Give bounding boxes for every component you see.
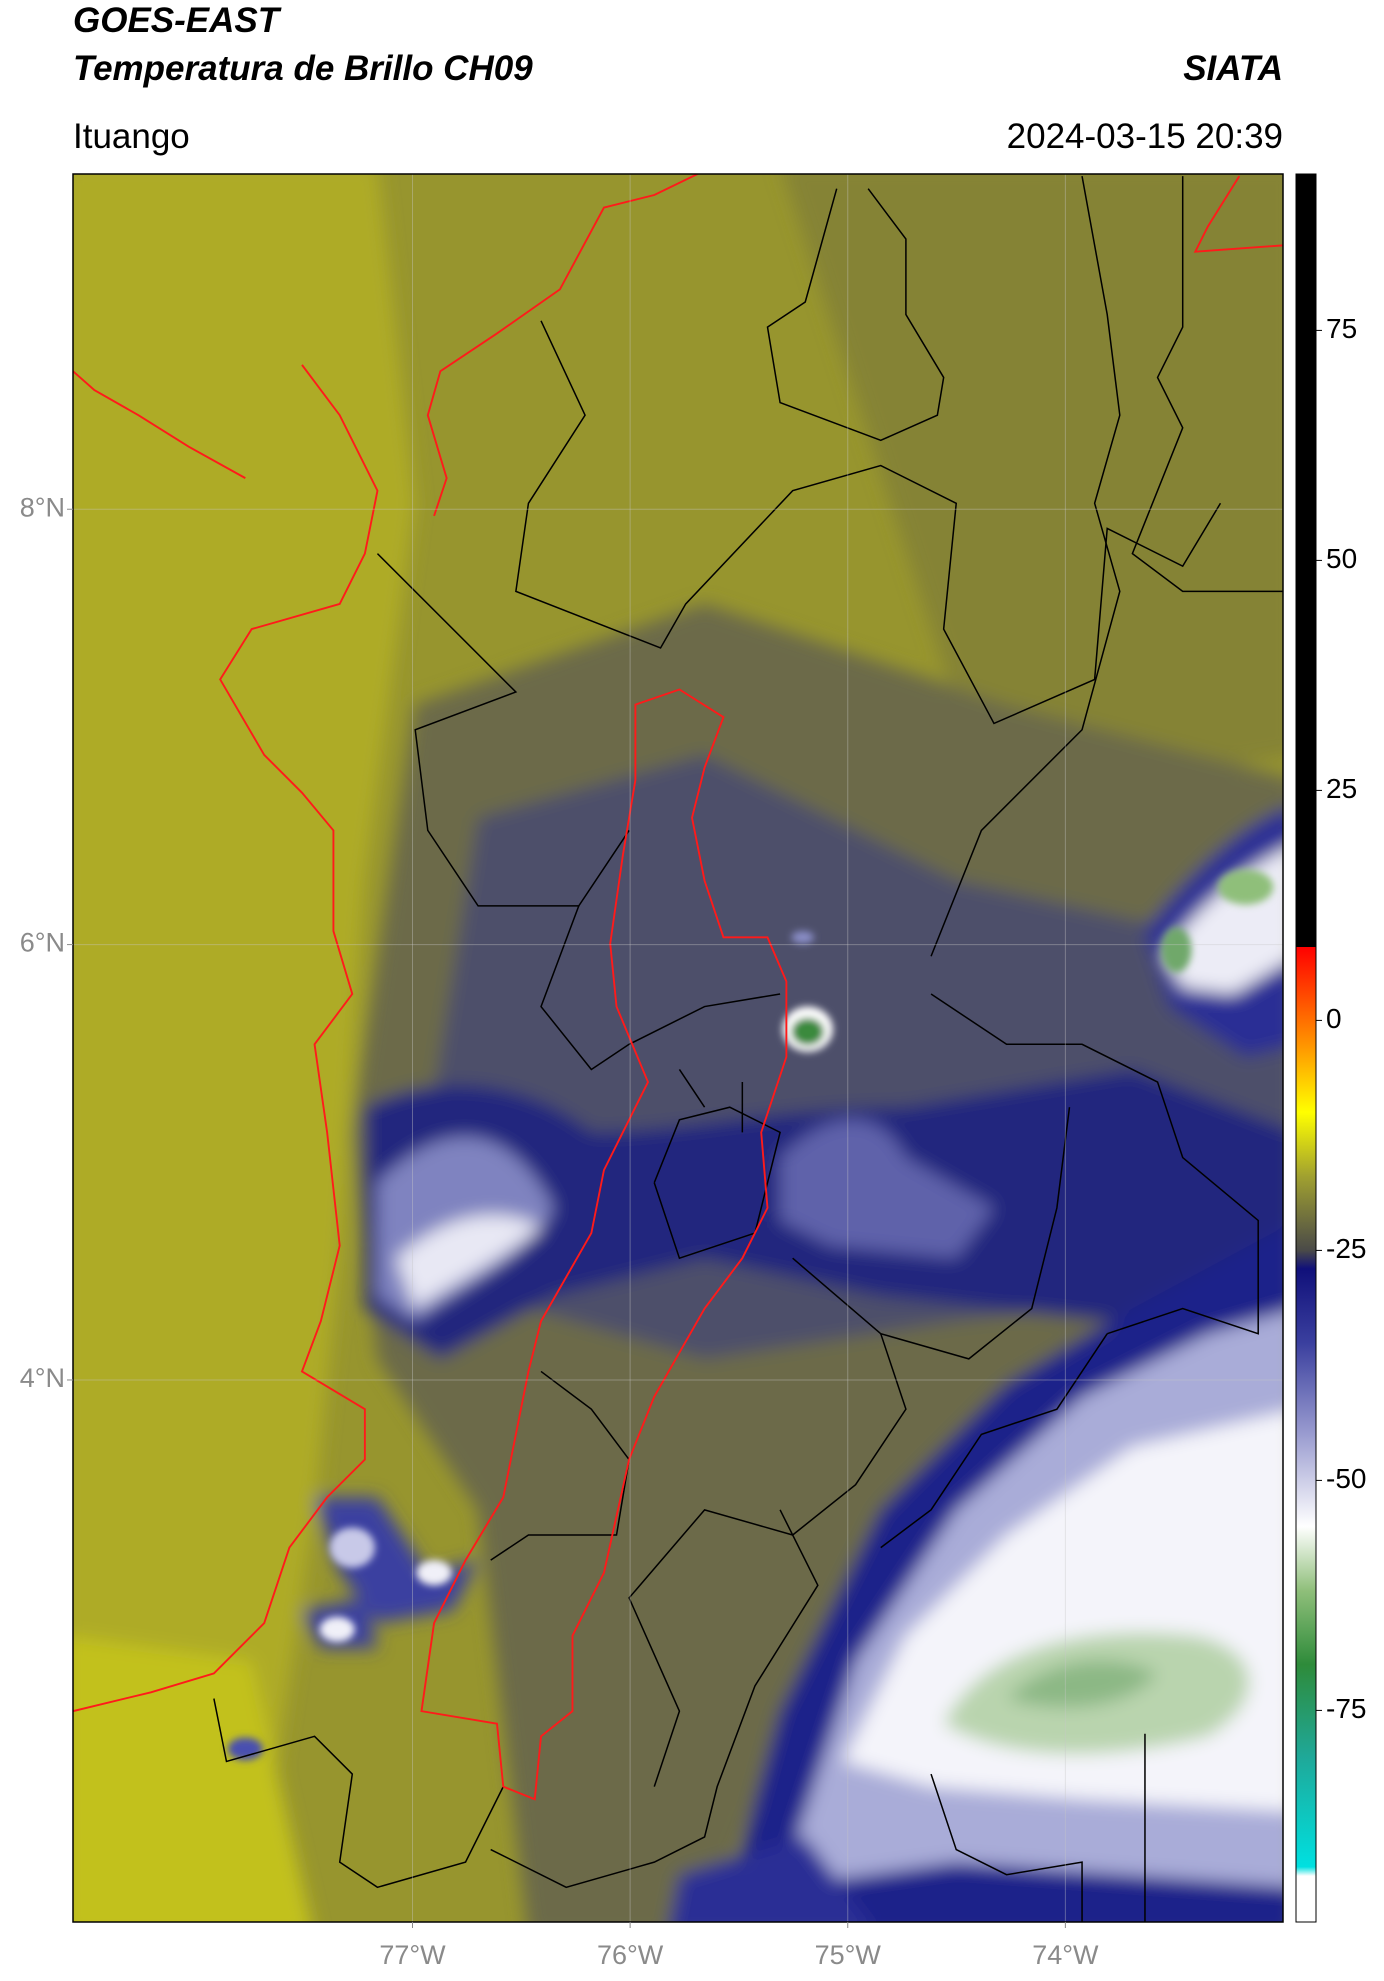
subtitle: Temperatura de Brillo CH09 bbox=[73, 49, 533, 88]
colorbar bbox=[1295, 173, 1317, 1923]
lon-tick-label: 74°W bbox=[1032, 1940, 1099, 1970]
imagery bbox=[73, 174, 1283, 1922]
colorbar-tick-label: 75 bbox=[1326, 313, 1357, 344]
lon-tick-label: 75°W bbox=[815, 1940, 882, 1970]
map-frame bbox=[72, 173, 1284, 1923]
colorbar-tick-label: -75 bbox=[1326, 1693, 1366, 1724]
colorbar-tick-label: -50 bbox=[1326, 1463, 1366, 1494]
colorbar-tick-label: 25 bbox=[1326, 773, 1357, 804]
title: GOES-EAST bbox=[73, 1, 282, 40]
agency: SIATA bbox=[1183, 49, 1283, 88]
timestamp: 2024-03-15 20:39 bbox=[1007, 117, 1283, 156]
lat-tick-label: 4°N bbox=[20, 1363, 65, 1393]
colorbar-tick-label: 0 bbox=[1326, 1003, 1342, 1034]
colorbar-tick-label: 50 bbox=[1326, 543, 1357, 574]
region: Ituango bbox=[73, 117, 190, 156]
lon-tick-label: 77°W bbox=[379, 1940, 446, 1970]
lat-tick-label: 8°N bbox=[20, 492, 65, 522]
lon-tick-label: 76°W bbox=[597, 1940, 664, 1970]
lat-tick-label: 6°N bbox=[20, 928, 65, 958]
satellite-map bbox=[73, 174, 1283, 1922]
colorbar-tick-label: -25 bbox=[1326, 1233, 1366, 1264]
